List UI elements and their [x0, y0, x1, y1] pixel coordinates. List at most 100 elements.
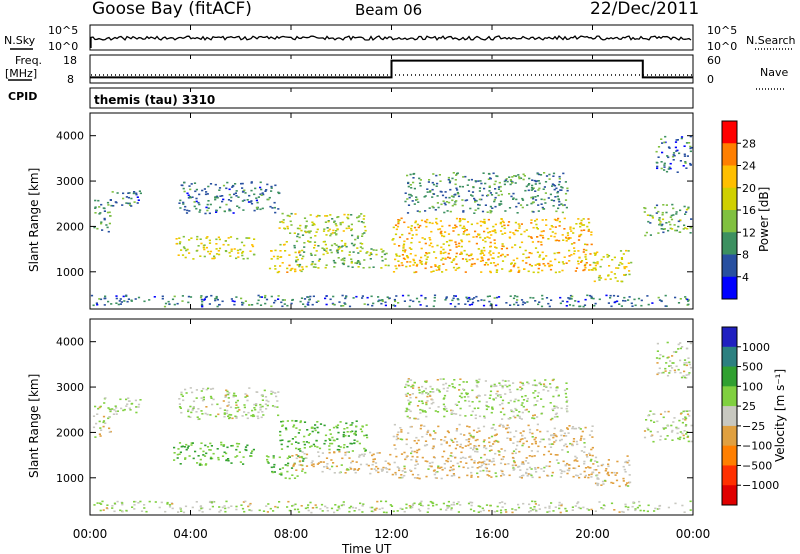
scatter-cell [536, 236, 539, 238]
scatter-cell [634, 509, 637, 512]
scatter-cell [689, 366, 693, 369]
scatter-cell [584, 298, 587, 301]
scatter-cell [163, 305, 167, 308]
scatter-cell [481, 194, 484, 197]
scatter-cell [520, 223, 523, 225]
scatter-cell [668, 166, 671, 169]
scatter-cell [207, 250, 210, 253]
scatter-cell [501, 243, 504, 245]
scatter-cell [564, 392, 567, 395]
scatter-cell [228, 392, 231, 394]
scatter-cell [687, 206, 690, 209]
scatter-cell [224, 396, 227, 398]
scatter-cell [268, 196, 271, 199]
scatter-cell [550, 225, 553, 227]
scatter-cell [499, 509, 503, 512]
scatter-cell [291, 419, 294, 422]
scatter-cell [494, 196, 497, 199]
scatter-cell [571, 427, 574, 430]
scatter-cell [381, 470, 384, 472]
scatter-cell [192, 457, 195, 460]
scatter-cell [644, 234, 647, 237]
scatter-cell [531, 432, 534, 435]
scatter-cell [489, 390, 493, 393]
scatter-cell [264, 294, 267, 297]
scatter-cell [564, 464, 567, 467]
scatter-cell [566, 405, 569, 407]
scatter-cell [225, 412, 228, 415]
scatter-cell [128, 407, 131, 410]
scatter-cell [354, 434, 357, 436]
scatter-cell [523, 302, 527, 304]
scatter-cell [233, 394, 236, 397]
scatter-cell [482, 509, 485, 512]
scatter-cell [381, 507, 384, 510]
scatter-cell [339, 246, 342, 249]
scatter-cell [115, 407, 118, 409]
scatter-cell [552, 175, 555, 177]
scatter-cell [232, 185, 235, 187]
scatter-cell [421, 400, 424, 402]
scatter-cell [211, 387, 215, 390]
scatter-cell [241, 191, 245, 193]
scatter-cell [563, 444, 566, 447]
scatter-cell [469, 443, 472, 445]
scatter-cell [335, 465, 338, 468]
scatter-cell [662, 228, 665, 230]
scatter-cell [377, 296, 380, 298]
scatter-cell [583, 268, 586, 271]
scatter-cell [503, 183, 506, 186]
scatter-cell [420, 504, 423, 506]
scatter-cell [343, 428, 346, 430]
scatter-cell [457, 195, 461, 198]
scatter-cell [532, 297, 535, 299]
scatter-cell [178, 237, 181, 239]
scatter-cell [540, 198, 543, 201]
scatter-cell [508, 176, 511, 178]
scatter-cell [405, 255, 409, 257]
scatter-cell [173, 446, 176, 449]
scatter-cell [675, 426, 678, 429]
scatter-cell [328, 468, 331, 471]
scatter-cell [495, 296, 499, 299]
scatter-cell [313, 427, 316, 430]
scatter-cell [585, 262, 588, 264]
scatter-cell [214, 183, 217, 186]
scatter-cell [647, 303, 650, 306]
scatter-cell [557, 462, 560, 464]
scatter-cell [681, 432, 684, 435]
scatter-cell [485, 262, 488, 264]
scatter-cell [416, 210, 419, 212]
scatter-cell [373, 468, 376, 470]
scatter-cell [496, 263, 499, 266]
scatter-cell [686, 227, 689, 230]
scatter-cell [638, 500, 641, 503]
scatter-cell [188, 252, 191, 254]
scatter-cell [647, 504, 650, 507]
scatter-cell [183, 181, 186, 184]
scatter-cell [241, 182, 244, 185]
scatter-cell [102, 207, 105, 209]
scatter-cell [564, 443, 567, 445]
scatter-cell [175, 243, 178, 245]
scatter-cell [340, 464, 343, 466]
scatter-cell [293, 508, 297, 511]
scatter-cell [271, 391, 275, 394]
scatter-cell [274, 299, 277, 302]
scatter-cell [509, 179, 512, 181]
scatter-cell [543, 172, 546, 174]
scatter-cell [422, 390, 426, 392]
scatter-cell [452, 441, 455, 443]
scatter-cell [280, 448, 284, 450]
scatter-cell [336, 228, 339, 230]
scatter-cell [281, 262, 284, 264]
scatter-cell [569, 226, 572, 228]
scatter-cell [280, 472, 283, 475]
scatter-cell [660, 372, 663, 374]
scatter-cell [253, 407, 256, 409]
scatter-cell [572, 227, 575, 230]
scatter-cell [257, 299, 260, 302]
scatter-cell [689, 500, 692, 503]
scatter-cell [520, 463, 524, 465]
scatter-cell [186, 248, 189, 251]
